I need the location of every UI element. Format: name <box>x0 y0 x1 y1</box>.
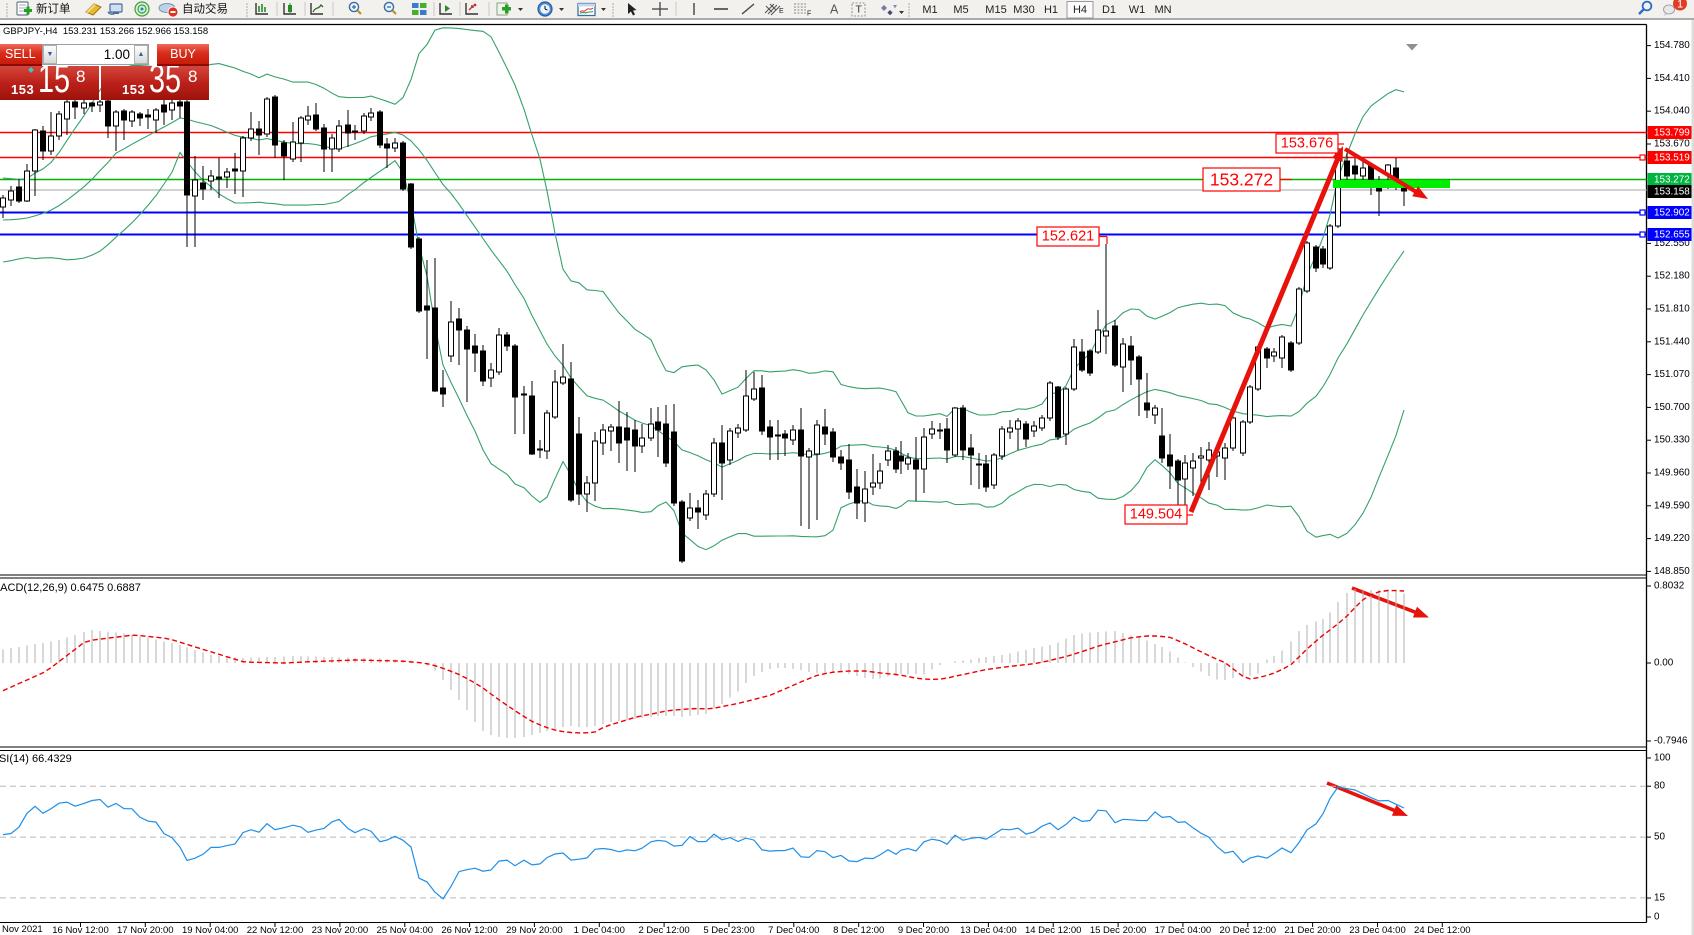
svg-text:0.8032: 0.8032 <box>1654 581 1684 592</box>
svg-text:H4: H4 <box>1073 4 1087 16</box>
svg-text:149.590: 149.590 <box>1654 500 1690 511</box>
svg-text:M1: M1 <box>922 4 937 16</box>
svg-text:153.272: 153.272 <box>1210 170 1273 190</box>
svg-text:150.330: 150.330 <box>1654 435 1690 446</box>
svg-text:H1: H1 <box>1044 4 1058 16</box>
svg-text:50: 50 <box>1654 832 1665 843</box>
svg-text:W1: W1 <box>1129 4 1146 16</box>
svg-text:154.410: 154.410 <box>1654 73 1690 84</box>
svg-text:153.676: 153.676 <box>1281 136 1333 152</box>
svg-text:80: 80 <box>1654 781 1665 792</box>
svg-text:F: F <box>807 11 811 18</box>
svg-text:19 Nov 04:00: 19 Nov 04:00 <box>182 925 239 935</box>
svg-text:153.272: 153.272 <box>1654 175 1690 186</box>
svg-text:152.902: 152.902 <box>1654 208 1690 219</box>
svg-text:153.158: 153.158 <box>1654 187 1690 198</box>
svg-text:150.700: 150.700 <box>1654 402 1690 413</box>
svg-text:D1: D1 <box>1102 4 1116 16</box>
svg-text:24 Dec 12:00: 24 Dec 12:00 <box>1414 925 1471 935</box>
svg-text:0.00: 0.00 <box>1654 658 1674 669</box>
svg-text:23 Nov 20:00: 23 Nov 20:00 <box>312 925 369 935</box>
svg-text:17 Nov 20:00: 17 Nov 20:00 <box>117 925 174 935</box>
svg-text:153.670: 153.670 <box>1654 139 1690 150</box>
svg-text:13 Dec 04:00: 13 Dec 04:00 <box>960 925 1017 935</box>
svg-text:M15: M15 <box>985 4 1006 16</box>
svg-text:E: E <box>779 8 784 15</box>
svg-text:1: 1 <box>1677 0 1683 11</box>
svg-text:149.504: 149.504 <box>1130 507 1182 523</box>
svg-text:2 Dec 12:00: 2 Dec 12:00 <box>638 925 689 935</box>
svg-text:21 Dec 20:00: 21 Dec 20:00 <box>1284 925 1341 935</box>
svg-text:RSI(14) 66.4329: RSI(14) 66.4329 <box>0 753 72 765</box>
svg-text:149.960: 149.960 <box>1654 468 1690 479</box>
svg-text:MACD(12,26,9) 0.6475 0.6887: MACD(12,26,9) 0.6475 0.6887 <box>0 582 141 594</box>
svg-text:23 Dec 04:00: 23 Dec 04:00 <box>1349 925 1406 935</box>
svg-text:14 Dec 12:00: 14 Dec 12:00 <box>1025 925 1082 935</box>
svg-text:152.180: 152.180 <box>1654 271 1690 282</box>
svg-text:154.780: 154.780 <box>1654 40 1690 51</box>
svg-text:8 Dec 12:00: 8 Dec 12:00 <box>833 925 884 935</box>
svg-text:148.850: 148.850 <box>1654 566 1690 577</box>
svg-text:153.799: 153.799 <box>1654 128 1690 139</box>
svg-text:149.220: 149.220 <box>1654 533 1690 544</box>
svg-text:15 Dec 20:00: 15 Dec 20:00 <box>1090 925 1147 935</box>
svg-text:M30: M30 <box>1013 4 1034 16</box>
svg-text:自动交易: 自动交易 <box>182 2 228 16</box>
svg-text:15: 15 <box>1654 893 1665 904</box>
svg-text:20 Dec 12:00: 20 Dec 12:00 <box>1220 925 1277 935</box>
svg-text:-0.7946: -0.7946 <box>1654 736 1688 747</box>
svg-text:Nov 2021: Nov 2021 <box>2 924 43 935</box>
svg-text:16 Nov 12:00: 16 Nov 12:00 <box>52 925 109 935</box>
svg-text:151.440: 151.440 <box>1654 336 1690 347</box>
svg-text:153.519: 153.519 <box>1654 153 1690 164</box>
svg-text:152.621: 152.621 <box>1042 229 1094 245</box>
svg-text:151.810: 151.810 <box>1654 304 1690 315</box>
svg-text:25 Nov 04:00: 25 Nov 04:00 <box>377 925 434 935</box>
svg-text:T: T <box>856 4 863 16</box>
svg-text:29 Nov 20:00: 29 Nov 20:00 <box>506 925 563 935</box>
svg-text:GBPJPY-,H4 153.231 153.266 15: GBPJPY-,H4 153.231 153.266 152.966 153.1… <box>3 26 208 37</box>
svg-text:7 Dec 04:00: 7 Dec 04:00 <box>768 925 819 935</box>
svg-text:5 Dec 23:00: 5 Dec 23:00 <box>703 925 754 935</box>
svg-text:A: A <box>830 3 839 17</box>
svg-text:152.550: 152.550 <box>1654 238 1690 249</box>
svg-text:1 Dec 04:00: 1 Dec 04:00 <box>574 925 625 935</box>
svg-text:154.040: 154.040 <box>1654 106 1690 117</box>
svg-text:MN: MN <box>1154 4 1171 16</box>
svg-text:26 Nov 12:00: 26 Nov 12:00 <box>441 925 498 935</box>
svg-text:100: 100 <box>1654 753 1671 764</box>
svg-text:0: 0 <box>1654 912 1660 923</box>
svg-text:152.655: 152.655 <box>1654 230 1690 241</box>
svg-text:新订单: 新订单 <box>36 2 71 16</box>
svg-text:22 Nov 12:00: 22 Nov 12:00 <box>247 925 304 935</box>
svg-text:17 Dec 04:00: 17 Dec 04:00 <box>1155 925 1212 935</box>
svg-text:9 Dec 20:00: 9 Dec 20:00 <box>898 925 949 935</box>
svg-text:M5: M5 <box>953 4 968 16</box>
svg-text:151.070: 151.070 <box>1654 369 1690 380</box>
